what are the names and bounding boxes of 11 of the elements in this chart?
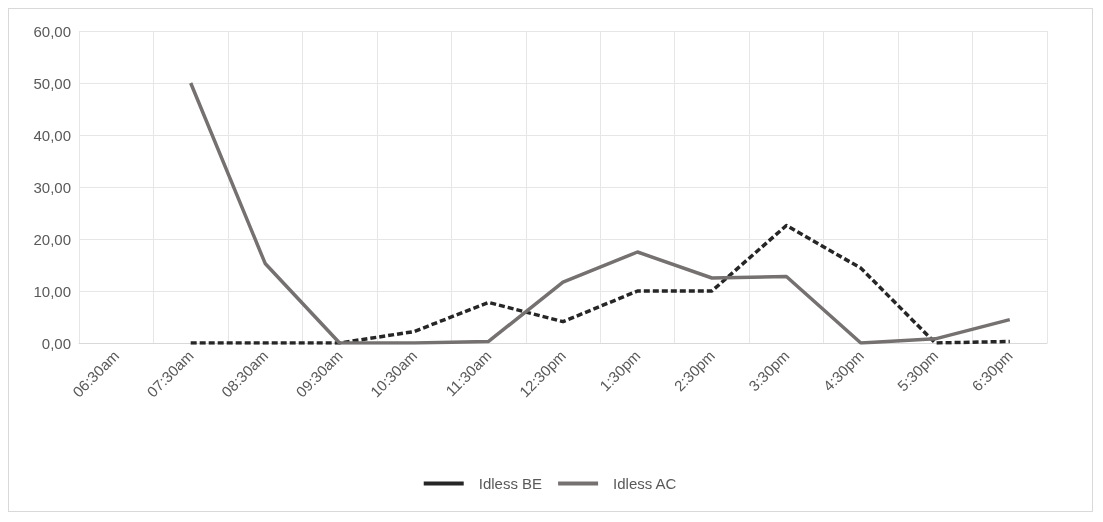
y-tick-label: 50,00	[33, 74, 71, 92]
legend-label: Idless AC	[613, 475, 677, 492]
y-tick-label: 30,00	[33, 178, 71, 196]
line-series	[188, 81, 1012, 345]
y-tick-label: 40,00	[33, 126, 71, 144]
y-tick-label: 0,00	[41, 334, 71, 352]
line-series	[188, 223, 1012, 345]
y-tick-label: 20,00	[33, 230, 71, 248]
legend-label: Idless BE	[478, 475, 543, 492]
y-tick-label: 60,00	[33, 22, 71, 40]
y-tick-label: 10,00	[33, 282, 71, 300]
